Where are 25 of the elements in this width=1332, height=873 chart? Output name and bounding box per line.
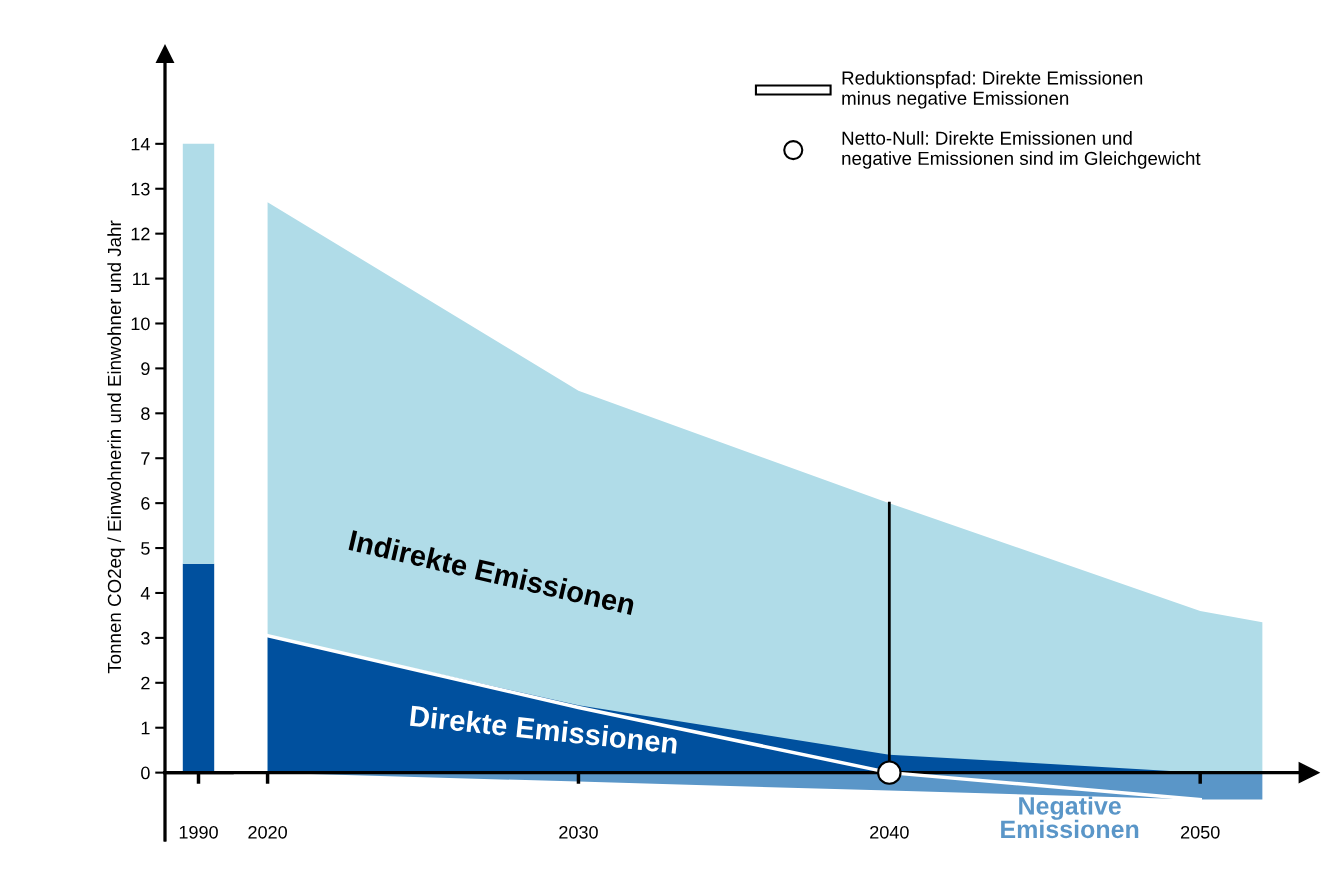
y-tick-label: 6 [141, 497, 150, 510]
y-tick-label: 8 [141, 407, 150, 421]
y-tick-label: 2 [141, 676, 150, 690]
x-tick-label: 2050 [1181, 825, 1220, 839]
x-tick-label: 1990 [179, 825, 218, 839]
legend-label: Reduktionspfad: Direkte Emissionen minus negative Emissionen [842, 70, 1143, 109]
y-tick-label: 4 [140, 587, 150, 600]
y-tick-label: 10 [131, 317, 150, 331]
x-tick-label: 2040 [870, 825, 909, 839]
y-tick-label: 0 [141, 766, 150, 780]
y-tick-label: 14 [131, 137, 150, 151]
y-tick-label: 3 [141, 631, 150, 645]
x-tick-label: 2030 [559, 825, 598, 839]
y-tick-label: 1 [141, 721, 150, 735]
y-tick-label: 5 [141, 542, 150, 555]
y-tick-label: 13 [131, 182, 150, 196]
legend-label: Netto-Null: Direkte Emissionen und negative Emissionen sind im Gleichgewicht [842, 131, 1201, 169]
y-tick-label: 12 [131, 227, 150, 241]
series-label: Direkte Emissionen [410, 704, 678, 754]
x-tick-label: 2020 [248, 825, 287, 839]
y-tick-label: 9 [141, 362, 150, 376]
y-tick-label: 7 [141, 452, 150, 465]
y-axis-title: Tonnen CO2eq / Einwohnerin und Einwohner und Jahr [107, 220, 125, 674]
y-tick-label: 11 [133, 272, 150, 286]
series-label: Negative Emissionen [1001, 796, 1139, 839]
